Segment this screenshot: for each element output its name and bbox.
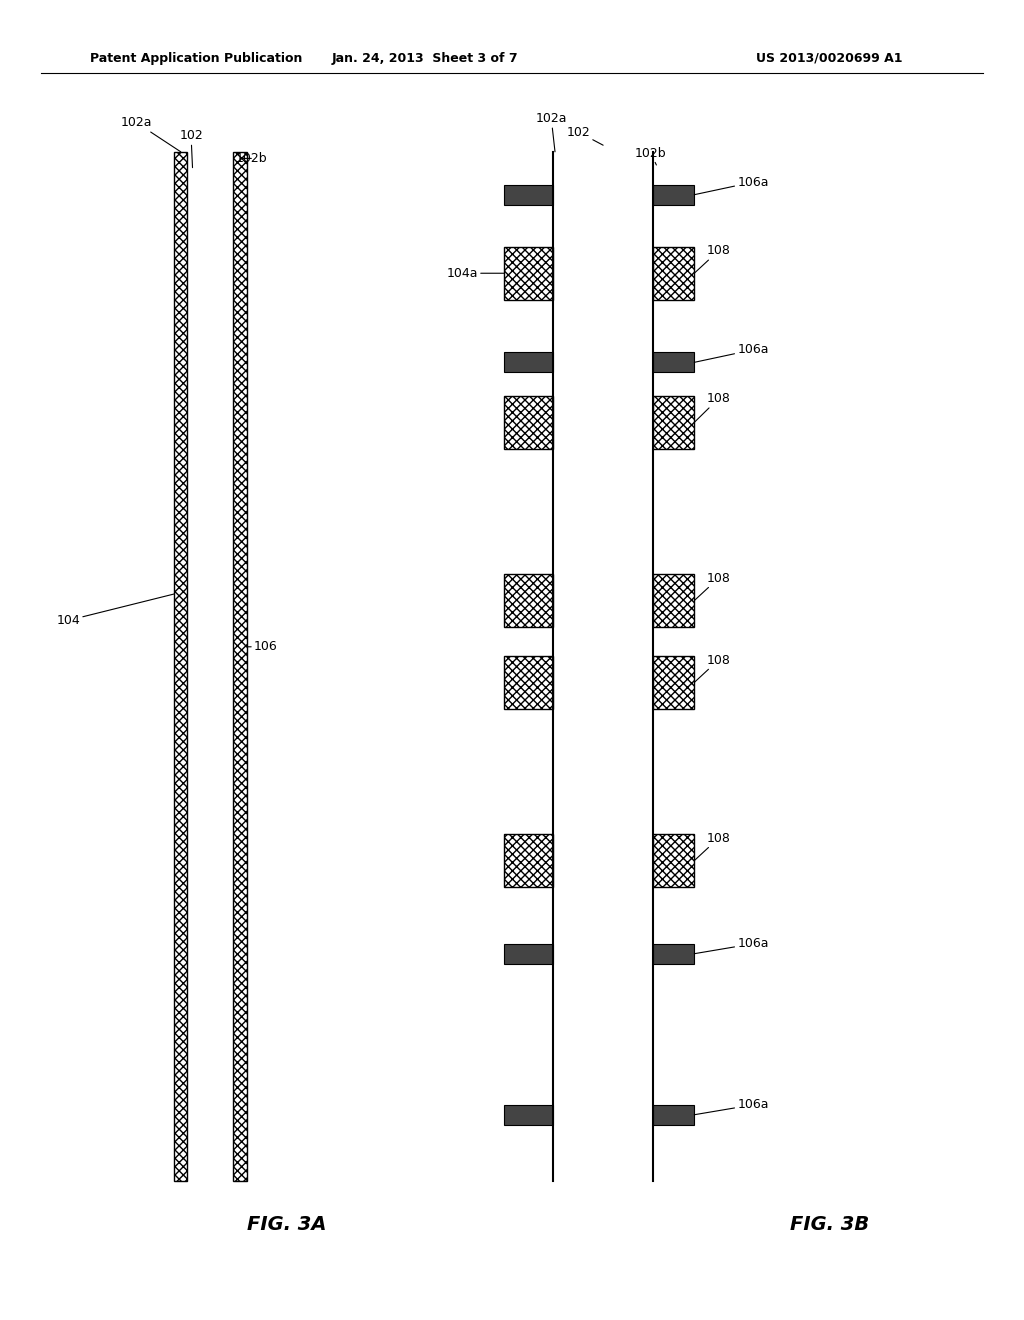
Text: 108: 108 <box>694 244 730 273</box>
Text: 104a: 104a <box>446 267 504 280</box>
Bar <box>653 574 694 627</box>
Bar <box>504 656 553 709</box>
Bar <box>233 152 247 1181</box>
Bar <box>504 247 553 300</box>
Text: 102: 102 <box>179 129 203 168</box>
Bar <box>653 352 694 372</box>
Text: 102: 102 <box>566 125 603 145</box>
Bar <box>504 396 553 449</box>
Bar <box>504 834 553 887</box>
Text: FIG. 3A: FIG. 3A <box>247 1216 327 1234</box>
Bar <box>653 656 694 709</box>
Bar <box>504 574 553 627</box>
Text: 106a: 106a <box>694 343 769 362</box>
Bar <box>653 185 694 205</box>
Bar <box>653 1105 694 1125</box>
Text: 106a: 106a <box>694 176 769 195</box>
Text: 102b: 102b <box>635 147 667 165</box>
Text: 106a: 106a <box>694 937 769 953</box>
Bar <box>653 834 694 887</box>
Text: 108: 108 <box>694 653 730 682</box>
Bar <box>553 152 653 1181</box>
Bar <box>504 944 553 964</box>
Text: 104: 104 <box>56 594 174 627</box>
Bar <box>174 152 187 1181</box>
Text: US 2013/0020699 A1: US 2013/0020699 A1 <box>756 51 903 65</box>
Text: Jan. 24, 2013  Sheet 3 of 7: Jan. 24, 2013 Sheet 3 of 7 <box>332 51 518 65</box>
Text: 106: 106 <box>247 640 278 653</box>
Bar <box>653 396 694 449</box>
Bar <box>653 944 694 964</box>
Text: 108: 108 <box>694 832 730 861</box>
Text: 106a: 106a <box>694 1098 769 1114</box>
Bar <box>504 352 553 372</box>
Text: 102a: 102a <box>121 116 181 152</box>
Text: 108: 108 <box>694 392 730 422</box>
Text: 102a: 102a <box>536 112 567 152</box>
Text: 108: 108 <box>694 572 730 601</box>
Text: Patent Application Publication: Patent Application Publication <box>90 51 302 65</box>
Text: FIG. 3B: FIG. 3B <box>790 1216 869 1234</box>
Bar <box>653 247 694 300</box>
Text: 102b: 102b <box>236 152 267 165</box>
Bar <box>504 185 553 205</box>
Bar <box>504 1105 553 1125</box>
